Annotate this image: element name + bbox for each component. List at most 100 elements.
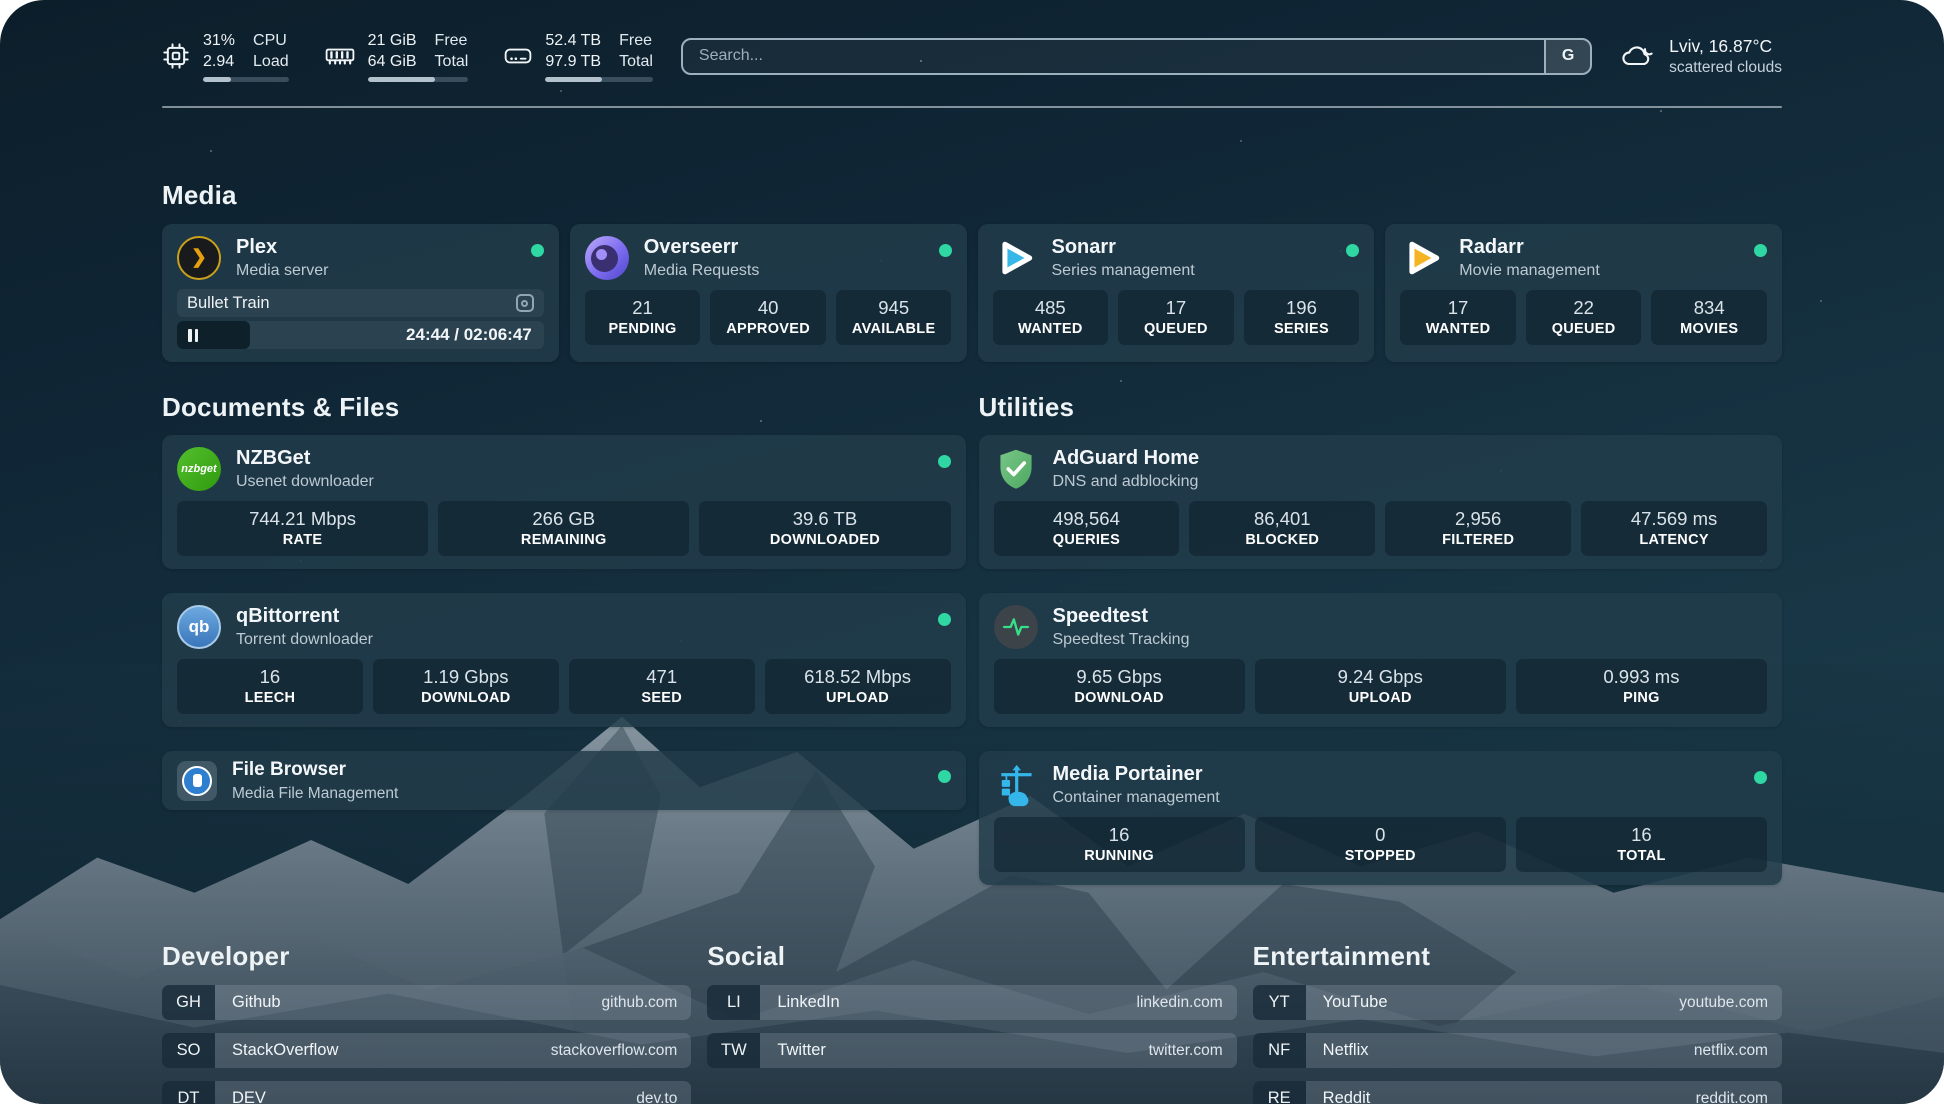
entertainment-group: Entertainment YT YouTube youtube.com NF … xyxy=(1252,941,1782,1104)
stat-download: 1.19 Gbps DOWNLOAD xyxy=(372,659,559,714)
radarr-card[interactable]: Radarr Movie management 17 WANTED 22 QUE… xyxy=(1385,224,1782,362)
stat-leech: 16 LEECH xyxy=(177,659,363,714)
app-desc: DNS and adblocking xyxy=(1052,473,1199,490)
stat-running: 16 RUNNING xyxy=(993,817,1245,872)
cloud-moon-icon xyxy=(1620,41,1656,71)
speedtest-card[interactable]: Speedtest Speedtest Tracking 9.65 Gbps D… xyxy=(978,593,1782,727)
weather-condition: scattered clouds xyxy=(1669,58,1782,76)
disk-icon xyxy=(504,45,532,67)
social-group: Social LI LinkedIn linkedin.com TW Twitt… xyxy=(707,941,1237,1104)
bookmark-reddit[interactable]: RE Reddit reddit.com xyxy=(1252,1081,1782,1104)
app-name: File Browser xyxy=(232,759,347,780)
app-desc: Speedtest Tracking xyxy=(1052,631,1190,648)
stat-ping: 0.993 ms PING xyxy=(1515,659,1768,714)
bookmark-dev[interactable]: DT DEV dev.to xyxy=(162,1081,692,1104)
stat-total: 16 TOTAL xyxy=(1515,817,1768,872)
stat-queued: 17 QUEUED xyxy=(1118,290,1234,345)
stat-remaining: 266 GB REMAINING xyxy=(438,501,690,556)
stat-queued: 22 QUEUED xyxy=(1525,290,1642,345)
cpu-label-1: CPU xyxy=(253,32,287,49)
memory-label-2: Total xyxy=(434,53,469,70)
app-name: qBittorrent xyxy=(236,605,340,627)
memory-icon xyxy=(325,45,355,67)
stat-downloaded: 39.6 TB DOWNLOADED xyxy=(699,501,951,556)
filebrowser-card[interactable]: File Browser Media File Management xyxy=(162,751,966,810)
adguard-icon xyxy=(994,447,1038,491)
app-name: Radarr xyxy=(1459,236,1524,258)
playback-time: 24:44 / 02:06:47 xyxy=(406,325,532,344)
status-dot xyxy=(937,613,951,626)
bookmark-netflix[interactable]: NF Netflix netflix.com xyxy=(1252,1033,1782,1068)
stat-movies: 834 MOVIES xyxy=(1651,290,1767,345)
cpu-widget: 31% 2.94 CPU Load xyxy=(162,30,289,82)
radarr-icon xyxy=(1400,236,1444,280)
section-title-developer: Developer xyxy=(162,941,290,971)
portainer-card[interactable]: Media Portainer Container management 16 … xyxy=(978,751,1782,885)
bookmark-linkedin[interactable]: LI LinkedIn linkedin.com xyxy=(707,985,1237,1020)
bookmark-github[interactable]: GH Github github.com xyxy=(162,985,692,1020)
disk-label-2: Total xyxy=(619,53,653,70)
bookmark-twitter[interactable]: TW Twitter twitter.com xyxy=(707,1033,1237,1068)
bookmark-youtube[interactable]: YT YouTube youtube.com xyxy=(1252,985,1782,1020)
overseerr-card[interactable]: Overseerr Media Requests 21 PENDING 40 A… xyxy=(569,224,967,362)
section-title-utilities: Utilities xyxy=(978,392,1075,422)
stat-blocked: 86,401 BLOCKED xyxy=(1189,501,1376,556)
media-cards: ❯ Plex Media server Bullet Train xyxy=(162,224,1782,362)
app-name: AdGuard Home xyxy=(1052,447,1200,469)
stat-filtered: 2,956 FILTERED xyxy=(1385,501,1572,556)
memory-total: 64 GiB xyxy=(367,53,417,70)
adguard-card[interactable]: AdGuard Home DNS and adblocking 498,564 … xyxy=(978,435,1782,569)
disk-widget: 52.4 TB 97.9 TB Free Total xyxy=(504,30,653,82)
memory-label-1: Free xyxy=(434,32,468,49)
weather-widget: Lviv, 16.87°C scattered clouds xyxy=(1620,36,1782,77)
memory-free: 21 GiB xyxy=(367,32,417,49)
status-dot xyxy=(530,244,544,257)
section-title-social: Social xyxy=(707,941,786,971)
topbar-divider xyxy=(162,106,1782,108)
app-desc: Media Requests xyxy=(643,262,760,279)
app-name: Sonarr xyxy=(1051,236,1116,258)
topbar: 31% 2.94 CPU Load xyxy=(162,30,1782,82)
nzbget-card[interactable]: nzbget NZBGet Usenet downloader 744.21 M… xyxy=(162,435,966,569)
app-name: Plex xyxy=(236,236,278,258)
app-desc: Series management xyxy=(1051,262,1195,279)
resource-widgets: 31% 2.94 CPU Load xyxy=(162,30,653,82)
speedtest-icon xyxy=(993,604,1038,649)
screen-icon xyxy=(515,294,534,312)
status-dot xyxy=(937,770,951,783)
section-title-media: Media xyxy=(162,180,237,210)
search-input[interactable] xyxy=(682,39,1545,73)
app-desc: Container management xyxy=(1052,789,1220,806)
stat-upload: 618.52 Mbps UPLOAD xyxy=(764,659,951,714)
stat-series: 196 SERIES xyxy=(1243,290,1360,345)
bookmark-stackoverflow[interactable]: SO StackOverflow stackoverflow.com xyxy=(162,1033,692,1068)
portainer-icon xyxy=(994,763,1038,807)
search-bar[interactable]: G xyxy=(680,37,1593,75)
app-desc: Media File Management xyxy=(232,785,399,802)
filebrowser-icon xyxy=(177,760,217,801)
snow-flecks xyxy=(0,0,2,2)
stat-approved: 40 APPROVED xyxy=(710,290,826,345)
stat-rate: 744.21 Mbps RATE xyxy=(177,501,429,556)
qbittorrent-card[interactable]: qb qBittorrent Torrent downloader 16 LEE… xyxy=(162,593,966,727)
plex-card[interactable]: ❯ Plex Media server Bullet Train xyxy=(162,224,559,362)
memory-widget: 21 GiB 64 GiB Free Total xyxy=(325,30,469,82)
stat-wanted: 485 WANTED xyxy=(992,290,1109,345)
status-dot xyxy=(937,455,951,468)
pause-icon xyxy=(188,328,198,342)
sonarr-card[interactable]: Sonarr Series management 485 WANTED 17 Q… xyxy=(977,224,1375,362)
status-dot xyxy=(1754,244,1767,257)
search-provider-button[interactable]: G xyxy=(1544,39,1591,73)
status-dot xyxy=(1754,771,1767,784)
app-desc: Torrent downloader xyxy=(236,631,373,648)
disk-label-1: Free xyxy=(619,32,652,49)
stat-stopped: 0 STOPPED xyxy=(1254,817,1506,872)
stat-pending: 21 PENDING xyxy=(584,290,701,345)
plex-icon: ❯ xyxy=(177,235,221,280)
status-dot xyxy=(938,244,952,257)
app-desc: Usenet downloader xyxy=(236,473,374,490)
documents-column: Documents & Files nzbget NZBGet Usenet d… xyxy=(162,392,966,885)
stat-latency: 47.569 ms LATENCY xyxy=(1581,501,1767,556)
disk-free: 52.4 TB xyxy=(545,32,602,49)
